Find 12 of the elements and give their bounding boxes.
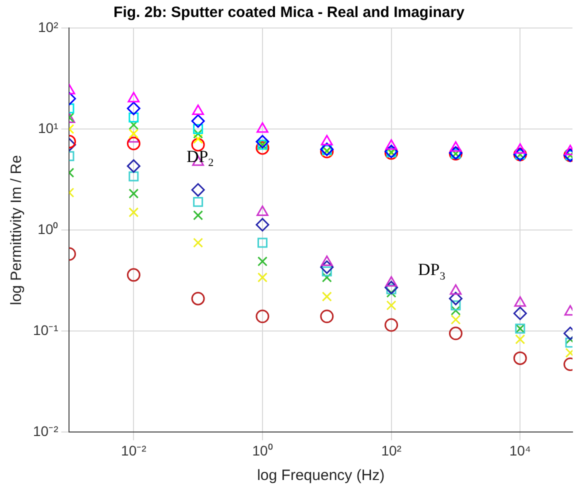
x-tick-label: 10⁰ (252, 442, 273, 458)
y-tick-label: 10² (38, 18, 59, 35)
y-tick-label: 10¹ (38, 120, 59, 136)
x-tick-label: 10⁻² (121, 442, 147, 458)
y-tick-label: 10⁻¹ (33, 322, 59, 338)
y-tick-label: 10⁻² (33, 423, 59, 440)
x-tick-label: 10⁴ (509, 442, 531, 458)
y-tick-label: 10⁰ (38, 220, 58, 237)
x-axis-title: log Frequency (Hz) (257, 467, 385, 484)
y-axis-title: log Permittivity Im / Re (8, 155, 26, 306)
x-tick-label: 10² (381, 442, 402, 458)
chart-title: Fig. 2b: Sputter coated Mica - Real and Imaginary (114, 4, 466, 22)
